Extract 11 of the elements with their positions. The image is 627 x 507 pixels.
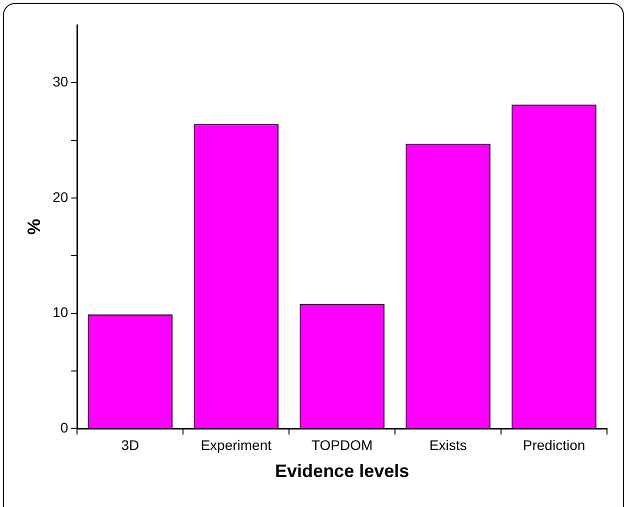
y-axis-title: %	[24, 218, 44, 235]
x-axis-title: Evidence levels	[275, 461, 410, 482]
x-tick-label: Prediction	[522, 436, 586, 453]
x-tick-label: Exists	[429, 436, 467, 453]
y-tick-label: 10	[52, 304, 68, 320]
x-tick-label: 3D	[121, 436, 140, 453]
x-tick-label: Experiment	[200, 436, 272, 453]
x-tick-label: TOPDOM	[311, 436, 373, 453]
y-tick-label: 0	[60, 419, 68, 436]
y-tick-label: 20	[52, 188, 68, 205]
y-tick-label: 30	[52, 74, 68, 90]
